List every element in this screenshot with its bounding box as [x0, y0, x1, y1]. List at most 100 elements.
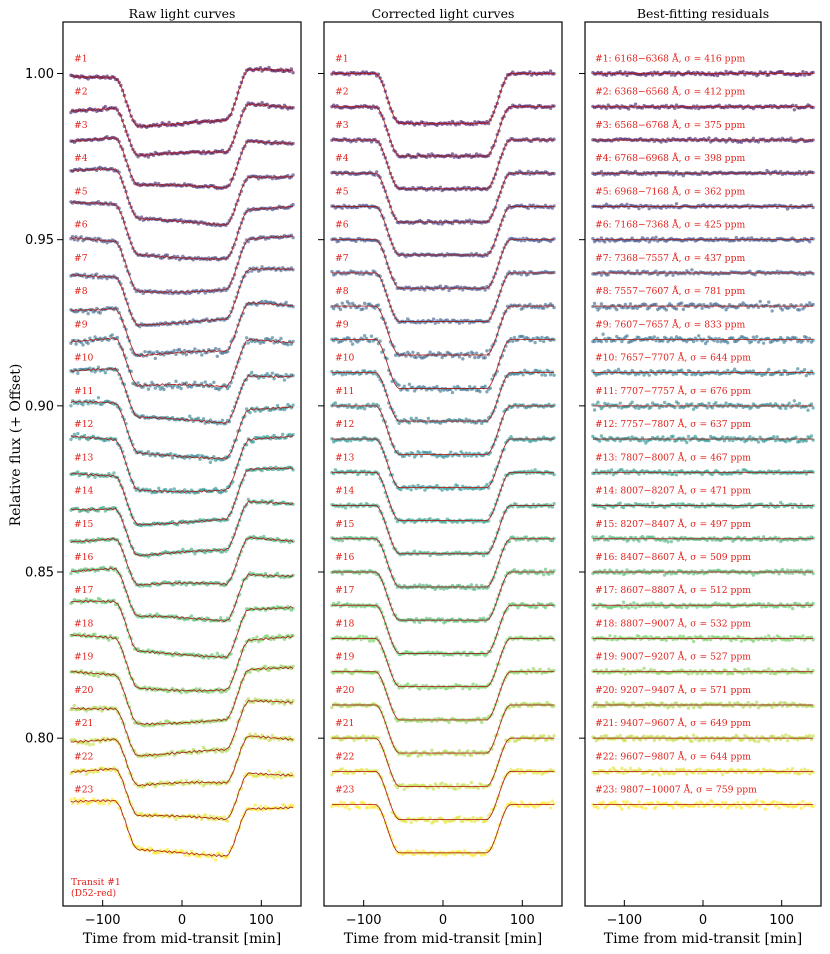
model-line [331, 305, 555, 356]
model-line [331, 172, 555, 223]
panel-title-corrected: Corrected light curves [372, 6, 515, 21]
data-point [286, 343, 290, 347]
data-point [449, 450, 453, 454]
data-point [478, 389, 482, 394]
data-point [248, 410, 252, 415]
data-point [69, 798, 73, 802]
data-point [76, 470, 80, 474]
data-point [291, 403, 295, 407]
data-point [114, 706, 118, 711]
x-axis-label-raw: Time from mid-transit [min] [83, 931, 281, 947]
data-point [220, 148, 225, 153]
data-point [407, 421, 412, 425]
y-tick-label: 0.80 [25, 732, 54, 747]
data-point [181, 849, 185, 853]
model-line [70, 168, 294, 226]
data-point [265, 775, 269, 779]
data-point [414, 416, 419, 421]
data-point [74, 342, 78, 346]
data-point [115, 335, 120, 340]
model-line [70, 103, 294, 157]
model-line [70, 599, 294, 659]
data-point [246, 341, 250, 345]
model-line [70, 267, 294, 327]
x-tick-label: 100 [249, 913, 274, 928]
series-label: #10 [74, 353, 94, 364]
data-point [542, 339, 546, 344]
data-point [333, 401, 338, 405]
series-16: #16 [69, 552, 295, 623]
data-point [424, 421, 429, 425]
data-point [361, 307, 365, 311]
data-point [167, 120, 171, 125]
model-line [70, 536, 294, 587]
data-point [462, 454, 467, 458]
data-point [72, 432, 77, 437]
data-point [552, 472, 556, 477]
data-point [459, 487, 463, 492]
data-point [93, 632, 97, 637]
data-point [362, 301, 367, 306]
model-line [70, 137, 294, 189]
data-point [76, 371, 80, 376]
data-point [182, 853, 187, 857]
data-point [222, 815, 226, 819]
data-point [340, 539, 344, 543]
series-label: #1 [335, 54, 349, 65]
data-point [438, 284, 443, 288]
data-point [213, 858, 218, 862]
data-point [289, 67, 294, 71]
data-point [76, 431, 80, 436]
data-point [291, 202, 295, 207]
series-label: #3 [335, 120, 349, 131]
data-point [219, 616, 223, 620]
series-label: #1 [74, 54, 88, 65]
series-label: #10 [335, 353, 355, 364]
y-tick-label: 1.00 [25, 67, 54, 82]
data-point [258, 804, 263, 808]
series-23: #23 [69, 785, 295, 862]
model-line-dark [70, 536, 294, 587]
data-point [184, 778, 188, 782]
series-label: #8 [335, 286, 349, 297]
data-point [248, 732, 252, 736]
series-label: #16 [74, 552, 94, 563]
data-point [220, 418, 225, 423]
series-1: #1 [330, 54, 556, 128]
series-label: #11 [335, 386, 354, 397]
panel-title-residuals: Best-fitting residuals [637, 6, 769, 21]
model-line [331, 139, 555, 190]
data-point [368, 339, 372, 344]
model-line [331, 272, 555, 322]
data-point [485, 349, 489, 353]
series-label: #15 [74, 519, 94, 530]
series-label: #12 [74, 419, 93, 430]
model-line [331, 438, 555, 488]
data-point [291, 71, 295, 75]
data-point [193, 380, 197, 384]
data-point [282, 378, 287, 382]
panel-title-raw: Raw light curves [129, 6, 236, 21]
data-point [362, 407, 367, 411]
data-point [112, 471, 116, 475]
data-point [552, 137, 556, 141]
data-point [397, 383, 401, 387]
data-point [69, 404, 73, 408]
data-point [457, 355, 462, 359]
data-point [275, 571, 280, 576]
model-line [70, 435, 294, 493]
model-line-dark [70, 435, 294, 494]
data-point [473, 355, 477, 360]
model-line-dark [70, 799, 294, 858]
data-point [212, 380, 216, 385]
series-label: #7 [74, 253, 88, 264]
series-label: #14 [335, 486, 355, 497]
model-line [331, 505, 555, 555]
data-point [344, 506, 348, 510]
data-point [277, 770, 281, 774]
panel-corrected: #1#2#3#4#5#6#7#8#9#10#11#12#13#14#15#16#… [318, 21, 563, 928]
series-label: #22 [74, 751, 93, 762]
data-point [438, 185, 443, 189]
data-point [250, 370, 254, 375]
data-point [81, 343, 85, 347]
